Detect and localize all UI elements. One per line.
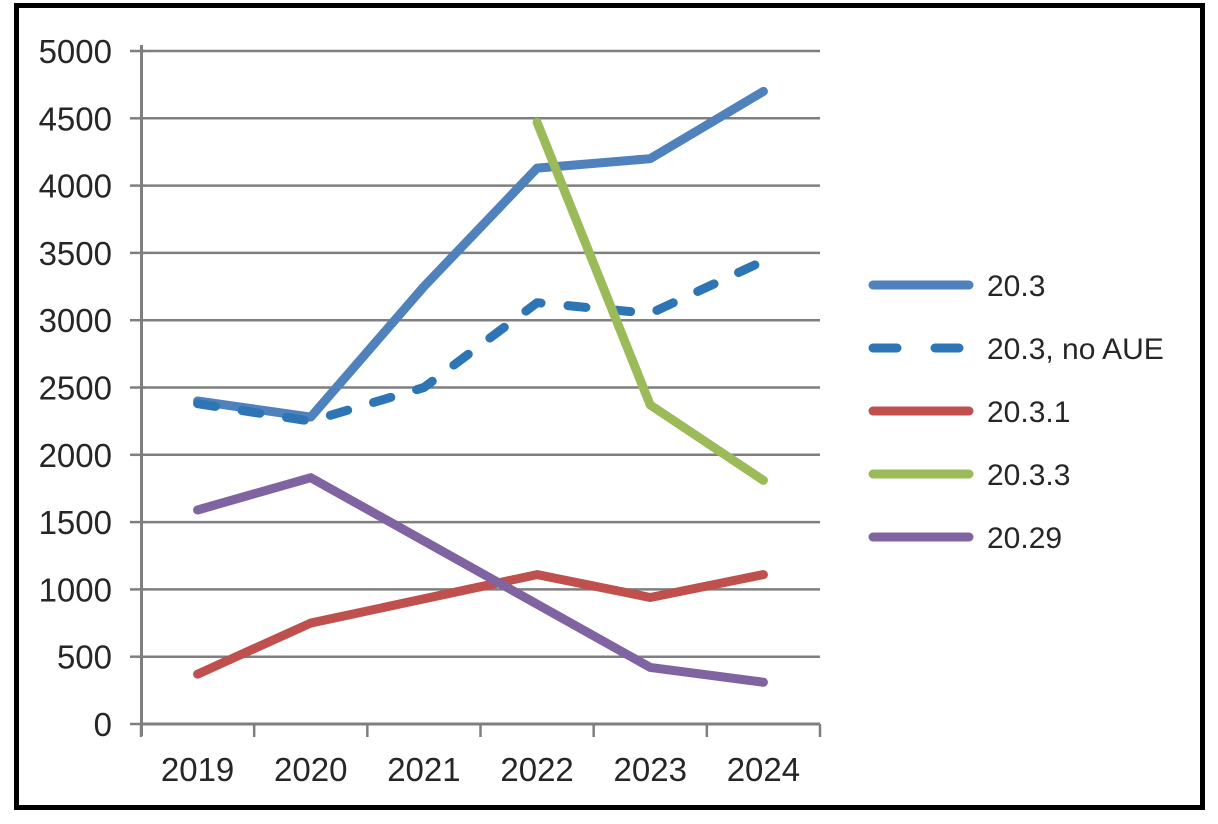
legend-label: 20.3, no AUE [987,333,1164,366]
series-line-20-3-1 [193,570,768,679]
y-axis-tick-label: 2500 [39,370,112,407]
legend-item: 20.29 [868,522,1062,555]
series-line-20-3-no-aue [193,256,768,426]
x-axis-tick-label: 2023 [614,751,687,788]
series-lines [193,86,768,687]
series-line-20-29 [193,473,768,687]
y-axis-tick-label: 4500 [39,100,112,137]
legend-label: 20.29 [987,522,1062,555]
legend-label: 20.3.1 [987,396,1070,429]
x-axis-tick-label: 2019 [161,751,234,788]
y-axis-tick-label: 4000 [39,168,112,205]
series-line-20-3 [193,86,768,422]
legend-item: 20.3, no AUE [868,333,1164,366]
y-axis-tick-label: 0 [94,706,112,743]
y-axis-tick-label: 500 [57,639,112,676]
x-axis-tick-label: 2024 [727,751,800,788]
legend-item: 20.3 [868,270,1045,303]
y-axis-tick-label: 3000 [39,302,112,339]
gridlines [141,49,820,726]
y-axis-tick-label: 1000 [39,571,112,608]
legend-label: 20.3 [987,270,1045,303]
legend-item: 20.3.3 [868,459,1070,492]
legend: 20.3 20.3, no AUE 20.3.1 20.3.3 20.29 [868,270,1164,555]
y-axis-tick-label: 2000 [39,437,112,474]
x-axis-tick-label: 2021 [387,751,460,788]
chart-frame-border [14,3,1205,810]
x-axis-tick-label: 2022 [500,751,573,788]
series-line-20-3-3 [532,117,768,485]
y-axis-tick-label: 1500 [39,504,112,541]
y-axis-tick-label: 5000 [39,33,112,70]
legend-label: 20.3.3 [987,459,1070,492]
legend-item: 20.3.1 [868,396,1070,429]
x-axis: 2019 2020 2021 2022 2023 2024 [139,722,822,788]
y-axis-tick-label: 3500 [39,235,112,272]
x-axis-tick-label: 2020 [274,751,347,788]
